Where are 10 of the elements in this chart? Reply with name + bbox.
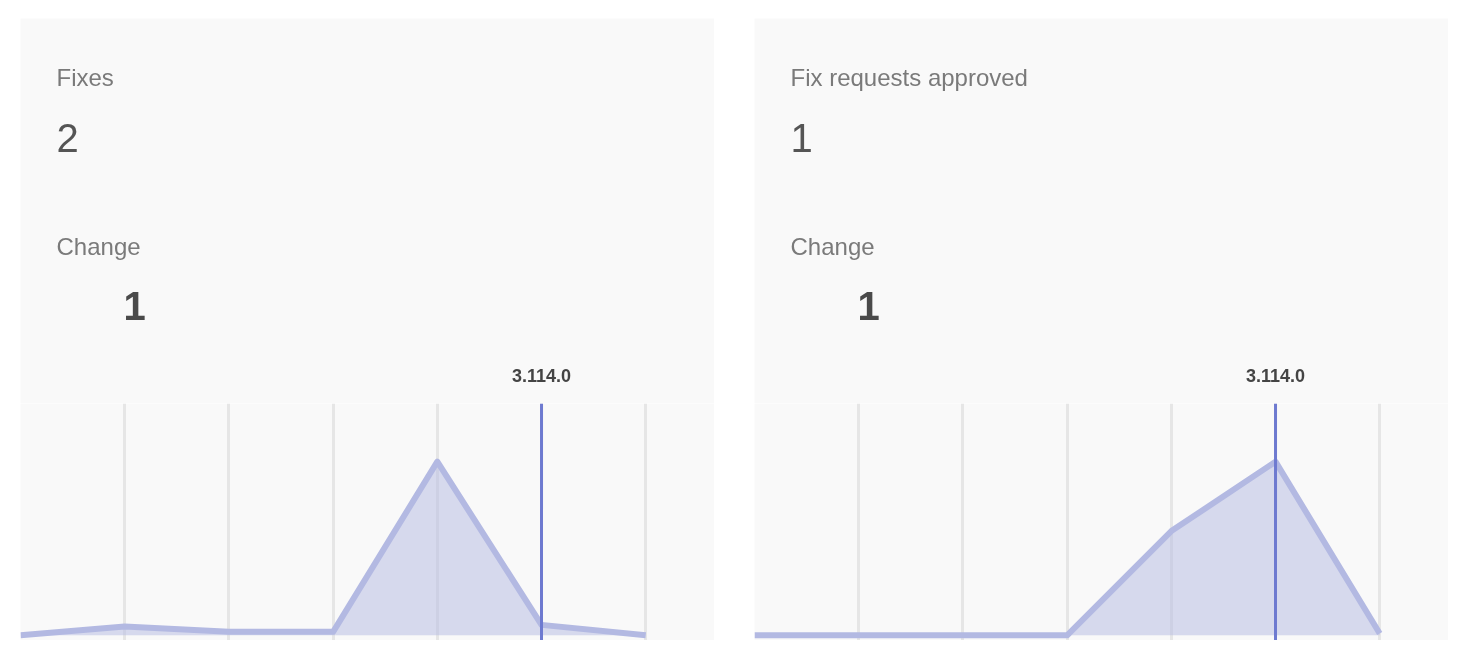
text: Change — [56, 233, 141, 260]
chart-subtitle: 1 — [857, 283, 880, 328]
text: 3.114.0 — [1245, 366, 1306, 386]
text: Change — [790, 233, 875, 260]
text: 1 — [790, 115, 813, 160]
text: 1 — [123, 283, 146, 328]
chart-subtitle: 2 — [56, 115, 79, 160]
text: 3.114.0 — [511, 366, 572, 386]
chart-title: Fixes — [56, 64, 114, 91]
chart-title: Fix requests approved — [790, 64, 1028, 91]
